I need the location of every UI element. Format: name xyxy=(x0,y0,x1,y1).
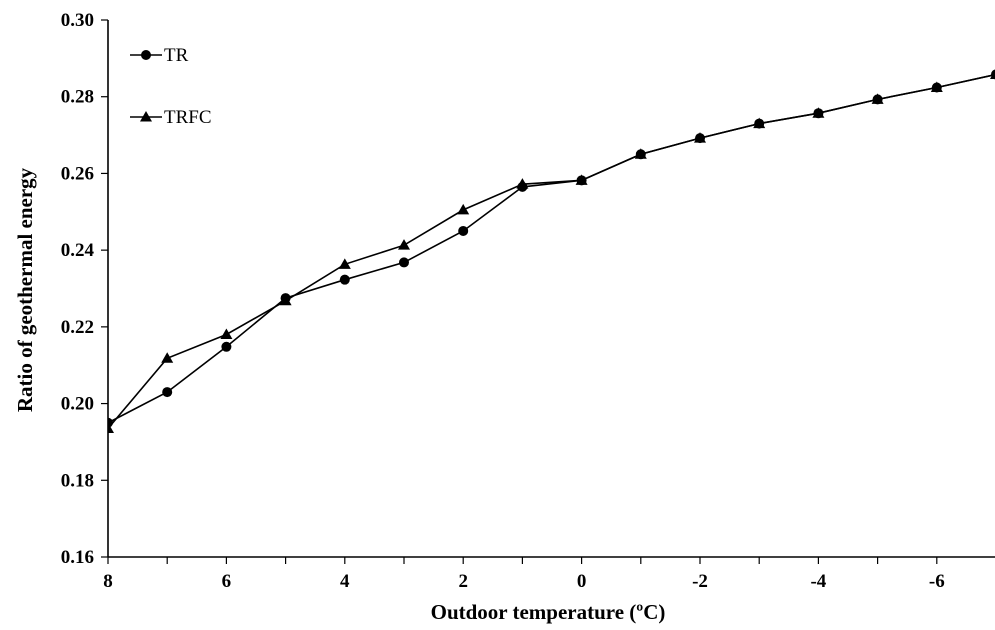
data-point-tr xyxy=(162,387,173,398)
data-point-tr xyxy=(221,341,232,352)
y-tick-label: 0.26 xyxy=(61,163,94,184)
y-tick-label: 0.30 xyxy=(61,10,94,31)
data-point-tr xyxy=(754,118,765,129)
x-tick-label: 8 xyxy=(103,571,113,592)
series-line-trfc xyxy=(108,73,995,430)
data-point-trfc xyxy=(398,239,410,250)
y-axis-title: Ratio of geothermal energy xyxy=(13,167,37,412)
data-point-tr xyxy=(339,274,350,285)
y-tick-label: 0.22 xyxy=(61,317,94,338)
x-ticks: 8 6 4 2 0 -2 -4 -6 xyxy=(103,557,945,592)
data-point-trfc xyxy=(457,203,470,215)
data-point-tr xyxy=(931,82,942,93)
x-tick-label: 6 xyxy=(222,571,232,592)
legend-marker-trfc xyxy=(140,111,152,122)
data-point-tr xyxy=(813,108,824,119)
data-point-tr xyxy=(695,133,705,144)
y-tick-label: 0.28 xyxy=(61,87,94,108)
data-point-tr xyxy=(517,181,528,192)
legend-label-tr: TR xyxy=(164,45,189,66)
data-point-tr xyxy=(108,417,113,428)
x-tick-label: -6 xyxy=(929,571,945,592)
data-point-tr xyxy=(872,94,883,105)
data-point-tr xyxy=(635,149,646,160)
series-line-tr xyxy=(108,73,995,424)
data-point-tr xyxy=(991,69,995,80)
y-tick-label: 0.16 xyxy=(61,547,94,568)
series-tr xyxy=(108,69,995,428)
axes xyxy=(107,20,995,558)
x-tick-label: 2 xyxy=(458,571,468,592)
series-layer xyxy=(108,69,995,434)
legend-label-trfc: TRFC xyxy=(164,107,212,128)
y-ticks: 0.16 0.18 0.20 0.22 0.24 0.26 0.28 0.30 xyxy=(61,10,108,568)
y-tick-label: 0.20 xyxy=(61,394,94,415)
legend-marker-tr xyxy=(141,50,151,60)
x-tick-label: 0 xyxy=(577,571,587,592)
x-axis-title: Outdoor temperature (ºC) xyxy=(431,600,666,624)
x-tick-label: 4 xyxy=(340,571,350,592)
y-tick-label: 0.24 xyxy=(61,240,95,261)
data-point-tr xyxy=(280,293,291,304)
y-tick-label: 0.18 xyxy=(61,470,94,491)
data-point-tr xyxy=(458,225,469,236)
series-trfc xyxy=(108,70,995,434)
data-point-trfc xyxy=(338,258,351,269)
legend-item-tr: TR xyxy=(130,45,189,66)
data-point-trfc xyxy=(220,328,233,340)
data-point-trfc xyxy=(161,352,174,363)
data-point-tr xyxy=(576,175,587,186)
x-tick-label: -4 xyxy=(810,571,826,592)
legend-item-trfc: TRFC xyxy=(130,107,212,128)
x-tick-label: -2 xyxy=(692,571,708,592)
data-point-tr xyxy=(399,257,409,268)
legend: TR TRFC xyxy=(130,45,212,128)
